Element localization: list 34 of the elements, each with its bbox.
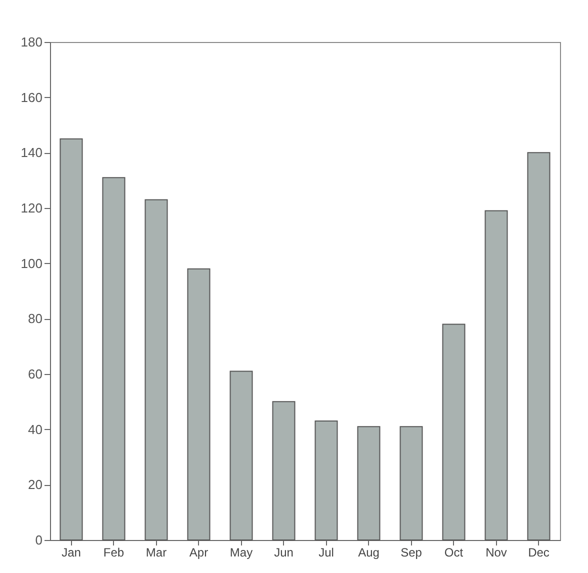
x-tick-label: Aug	[358, 546, 380, 560]
bar	[357, 426, 380, 540]
y-tick-label: 100	[20, 256, 42, 271]
bar	[60, 138, 83, 540]
bar	[102, 177, 126, 540]
x-tick-label: Jul	[318, 546, 334, 560]
x-tick-label: Oct	[444, 546, 464, 560]
x-tick-label: Feb	[103, 546, 124, 560]
bar	[314, 420, 338, 540]
y-tick-label: 180	[20, 34, 42, 50]
bar	[230, 370, 253, 540]
x-tick-label: Nov	[486, 546, 507, 560]
y-tick-label: 40	[28, 422, 42, 437]
x-tick-label: Apr	[189, 546, 208, 560]
y-tick-label: 20	[28, 477, 42, 492]
x-tick-label: May	[230, 546, 253, 560]
bar	[400, 426, 423, 540]
x-tick-label: Jun	[274, 546, 294, 560]
bar	[187, 268, 210, 540]
y-tick-label: 160	[20, 90, 42, 105]
bar	[442, 324, 466, 540]
x-tick-label: Jan	[62, 546, 81, 560]
bar	[484, 210, 508, 540]
bar	[144, 199, 168, 540]
bar	[272, 401, 296, 540]
y-tick-label: 120	[20, 200, 42, 216]
y-tick-label: 140	[20, 145, 42, 160]
y-tick-label: 0	[35, 532, 42, 548]
x-tick-label: Mar	[146, 546, 167, 560]
y-tick-label: 80	[28, 311, 42, 326]
y-tick-label: 60	[28, 366, 42, 382]
x-tick-label: Dec	[528, 546, 550, 560]
bar	[527, 152, 550, 540]
x-tick-label: Sep	[400, 546, 422, 560]
